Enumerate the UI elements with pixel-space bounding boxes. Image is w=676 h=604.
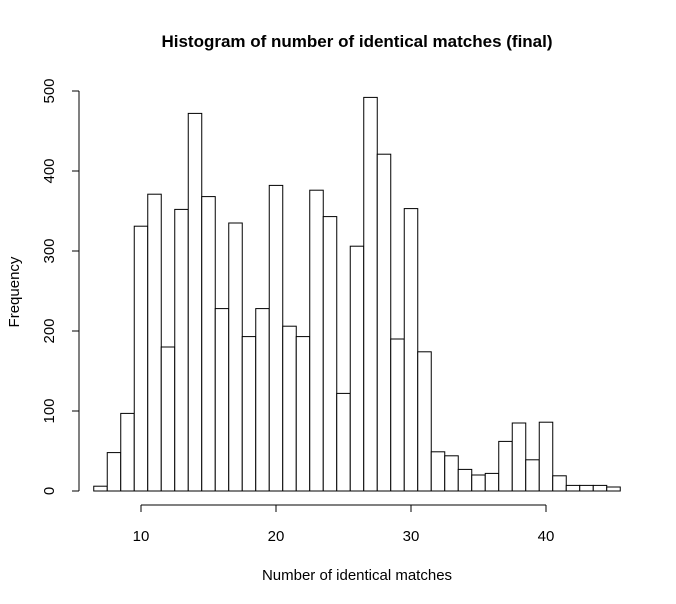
x-axis-label: Number of identical matches [262, 567, 452, 584]
histogram-bar [106, 452, 122, 492]
chart-title: Histogram of number of identical matches… [161, 32, 552, 51]
histogram-bar [133, 225, 149, 492]
y-axis-label: Frequency [6, 256, 23, 327]
histogram-bar [430, 451, 446, 492]
x-tick-label: 20 [268, 528, 285, 545]
bars-group [93, 96, 621, 492]
histogram-bar [282, 325, 297, 492]
histogram-bar [160, 346, 176, 492]
histogram-bar [579, 484, 594, 492]
y-tick-label: 0 [41, 487, 58, 495]
histogram-bar [606, 486, 621, 492]
histogram-bar [565, 484, 581, 492]
y-tick-label: 100 [41, 398, 58, 423]
histogram-bar [390, 338, 405, 492]
histogram-bar [214, 308, 230, 492]
y-tick-label: 200 [41, 318, 58, 343]
histogram-bar [120, 412, 135, 492]
histogram-bar [187, 112, 203, 492]
histogram-bar [228, 222, 243, 492]
histogram-bar [295, 336, 311, 492]
histogram-bar [417, 351, 432, 492]
histogram-bar [309, 189, 324, 492]
histogram-bar [255, 308, 270, 492]
histogram-bar [525, 459, 540, 492]
histogram-bar [147, 193, 162, 492]
histogram-bar [471, 474, 486, 492]
histogram-bar [498, 440, 513, 492]
histogram-bar [268, 184, 284, 492]
histogram-bar [201, 196, 216, 492]
histogram-bar [403, 208, 419, 492]
x-tick-label: 40 [538, 528, 555, 545]
x-tick-label: 10 [133, 528, 150, 545]
histogram-bar [336, 392, 351, 492]
y-axis: 0 100 200 300 400 500 [41, 78, 80, 495]
histogram-bar [457, 468, 473, 492]
histogram-bar [592, 484, 608, 492]
histogram-bar [349, 245, 365, 492]
histogram-bar [552, 475, 567, 492]
y-tick-label: 400 [41, 158, 58, 183]
x-axis: 10 20 30 40 [133, 504, 555, 545]
histogram-bar [484, 472, 500, 492]
y-tick-label: 300 [41, 238, 58, 263]
histogram-bar [376, 153, 392, 492]
histogram-bar [538, 421, 554, 492]
x-tick-label: 30 [403, 528, 420, 545]
histogram-bar [241, 336, 257, 492]
histogram-bar [322, 216, 338, 492]
histogram-bar [93, 485, 108, 492]
histogram-bar [363, 96, 378, 492]
histogram-bar [174, 208, 189, 492]
histogram-bar [511, 422, 527, 492]
y-tick-label: 500 [41, 78, 58, 103]
histogram-bar [444, 455, 459, 492]
